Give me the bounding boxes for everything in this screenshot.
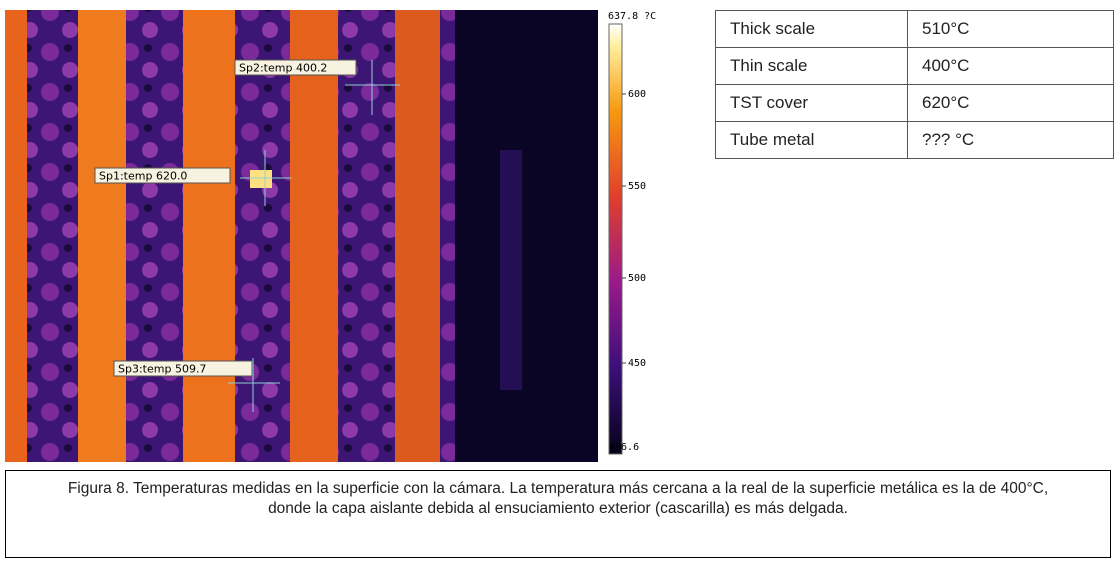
color-bar [608, 23, 623, 455]
spot-label: Sp3:temp 509.7 [118, 363, 206, 376]
scale-max: 637.8 ?C [608, 11, 656, 22]
spot-label: Sp1:temp 620.0 [99, 170, 187, 183]
crosshairs [228, 60, 400, 412]
cell: Tube metal [715, 121, 908, 159]
spot-labels: Sp2:temp 400.2 Sp1:temp 620.0 Sp3:temp 5… [94, 59, 357, 377]
scale-tick: 550 [628, 181, 646, 192]
cell: 400°C [907, 47, 1114, 85]
cell: 620°C [907, 84, 1114, 122]
scale-tick: 500 [628, 273, 646, 284]
cell: 510°C [907, 10, 1114, 48]
cell: TST cover [715, 84, 908, 122]
temperature-table: Thick scale 510°C Thin scale 400°C TST cov… [715, 10, 1114, 159]
spot-label: Sp2:temp 400.2 [239, 62, 327, 75]
color-bar-ticks [622, 93, 626, 364]
cell: Thin scale [715, 47, 908, 85]
thermal-image [5, 10, 598, 462]
thermal-figure: Sp2:temp 400.2 Sp1:temp 620.0 Sp3:temp 5… [5, 10, 656, 462]
cell: ??? °C [907, 121, 1114, 159]
scale-tick: 600 [628, 89, 646, 100]
caption: Figura 8. Temperaturas medidas en la sup… [5, 470, 1111, 558]
scale-tick: 450 [628, 358, 646, 369]
scale-min: 406.6 [609, 442, 639, 453]
cell: Thick scale [715, 10, 908, 48]
